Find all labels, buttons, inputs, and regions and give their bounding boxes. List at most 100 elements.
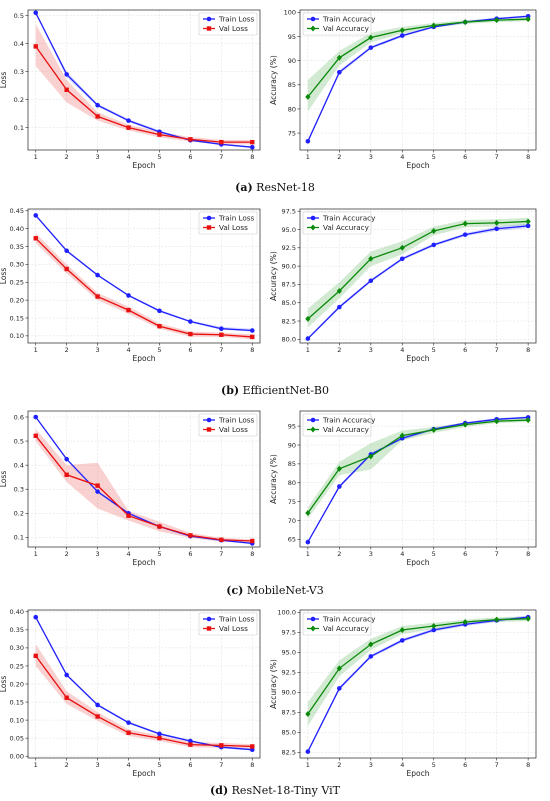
panel-c-loss-legend-0-label: Train Loss	[218, 415, 255, 424]
panel-b-accuracy-ytick-label: 82.5	[282, 317, 296, 325]
panel-a-accuracy-series-1-line	[307, 18, 529, 98]
panel-b-accuracy-xtick-label: 1	[306, 346, 310, 354]
panel-b-loss-xtick-label: 3	[96, 346, 100, 354]
panel-d-loss-series-1-point	[250, 744, 255, 749]
panel-a-loss-series-0-point	[33, 10, 39, 16]
panel-b-loss-series-0-point	[33, 213, 39, 218]
panel-b-loss-legend-1-marker	[206, 225, 212, 230]
panel-c-loss-ytick-label: 0.3	[14, 486, 24, 494]
panel-a-accuracy-xtick-label: 2	[337, 153, 341, 161]
panel-a-loss-series-1-point	[157, 132, 162, 137]
panel-b-accuracy: 1 2 3 4 5 6 7 8 80.0 82.5 85.0 87.5 90.0 92.5 95.0 97.5…	[269, 207, 537, 363]
panel-b-accuracy-frame	[299, 208, 537, 344]
panel-a-accuracy-series-1-point	[525, 16, 531, 23]
panel-a-loss-frame	[27, 9, 261, 151]
panel-a-accuracy-ytick-label: 100	[284, 9, 296, 17]
panel-a-accuracy-legend-1-label: Val Accuracy	[323, 24, 370, 33]
panel-b-accuracy-legend-box	[302, 211, 372, 235]
panel-d-loss-xtick-label: 2	[65, 761, 69, 769]
panel-d-accuracy-ylabel: Accuracy (%)	[269, 659, 278, 709]
caption-a: (a) ResNet-18	[235, 181, 315, 194]
panel-c-loss-ylabel: Loss	[0, 471, 8, 488]
panel-d-loss-legend-1-label: Val Loss	[219, 624, 248, 633]
panel-d-accuracy-legend-0-label: Train Accuracy	[322, 614, 376, 623]
panel-b-accuracy-ytick-label: 92.5	[282, 244, 296, 252]
panel-c-accuracy-legend-0-marker	[310, 417, 316, 423]
panel-a-accuracy-series-0-point	[368, 45, 374, 50]
panel-d-loss-legend-0-label: Train Loss	[218, 614, 255, 623]
panel-d-accuracy-series-0-line	[307, 616, 529, 752]
panel-d-accuracy-series-0-band	[307, 615, 529, 753]
panel-c-accuracy-series-1-point	[525, 417, 531, 424]
panel-b-accuracy-ytick-label: 87.5	[282, 281, 296, 289]
panel-a-loss-ytick-label: 0.4	[14, 40, 24, 48]
panel-b-loss-xtick-label: 6	[188, 346, 192, 354]
panel-c-loss-series-0-point	[33, 414, 39, 420]
panel-a-accuracy-xtick-label: 8	[526, 153, 530, 161]
panel-c-accuracy-series-1-point	[431, 426, 437, 433]
panel-a-loss-series-0-line	[35, 12, 253, 148]
panel-a-loss-xtick-label: 3	[96, 153, 100, 161]
panel-a-accuracy-legend-1-marker	[310, 25, 316, 32]
panel-b-accuracy-series-1-line	[307, 220, 529, 320]
panel-b-loss-series-1-point	[219, 332, 224, 337]
panel-b-accuracy-xtick-label: 8	[526, 346, 530, 354]
panel-d-loss-series-0-point	[188, 738, 193, 744]
panel-a-accuracy-ytick-label: 85	[288, 81, 296, 89]
panel-d-accuracy-xtick-label: 2	[337, 761, 341, 769]
panel-c-loss-xlabel: Epoch	[133, 558, 156, 567]
panel-d-accuracy-series-1-point	[305, 711, 311, 717]
panel-a-loss-xtick-label: 5	[157, 153, 161, 161]
panel-c-accuracy-series-1-point	[462, 421, 468, 428]
panel-c-loss-series-1-point	[188, 533, 193, 538]
panel-d-accuracy-series-1-point	[494, 616, 500, 623]
panel-d-loss-xlabel: Epoch	[133, 769, 156, 778]
panel-b-accuracy-series-0-point	[494, 226, 499, 232]
panel-c-accuracy-ytick-label: 85	[288, 460, 296, 468]
panel-d-loss-ytick-label: 0.10	[10, 716, 24, 724]
panel-d-accuracy-ytick-label: 82.5	[282, 749, 296, 757]
caption-c-letter: (c)	[226, 584, 243, 597]
panel-b-loss-series-1-point	[33, 236, 38, 241]
panel-d-accuracy-legend-box	[302, 612, 372, 636]
panel-a-loss-series-1-band	[35, 24, 253, 145]
panel-c-accuracy-ytick-label: 90	[288, 441, 296, 449]
panel-d-loss-xtick-label: 1	[34, 761, 38, 769]
panel-a-loss-series-0-point	[126, 118, 131, 123]
panel-b-loss-xlabel: Epoch	[133, 354, 156, 363]
panel-d-loss-series-0-point	[157, 731, 162, 737]
panel-c-accuracy-series-1-line	[307, 419, 529, 514]
panel-b-accuracy-xtick-label: 7	[495, 346, 499, 354]
panel-c-loss-xtick-label: 5	[157, 550, 161, 558]
panel-a-accuracy-series-0-point	[399, 33, 405, 38]
panel-c-loss-series-1-point	[250, 538, 255, 544]
panel-d-loss-ytick-label: 0.05	[10, 734, 24, 742]
panel-c-accuracy-series-1-point	[368, 453, 374, 460]
panel-b-accuracy-series-0-point	[399, 256, 405, 262]
panel-d-accuracy-xtick-label: 3	[369, 761, 373, 769]
panel-b-accuracy-ytick-label: 95.0	[282, 226, 296, 234]
panel-d-loss-xtick-label: 7	[219, 761, 223, 769]
panel-c-loss-series-1-band	[35, 429, 253, 543]
panel-c-loss-legend-0-marker	[206, 417, 212, 423]
panel-c-accuracy-legend-0-label: Train Accuracy	[322, 415, 376, 424]
panel-a-loss-ytick-label: 0.3	[14, 68, 24, 76]
panel-c-loss-series-1-point	[157, 524, 162, 529]
panel-c-accuracy-ylabel: Accuracy (%)	[269, 454, 278, 504]
panel-b-accuracy-xtick-label: 5	[432, 346, 436, 354]
panel-a-accuracy-xtick-label: 5	[432, 153, 436, 161]
panel-d-loss-xtick-label: 6	[188, 761, 192, 769]
panel-c-accuracy-xtick-label: 4	[400, 550, 404, 558]
panel-c-loss-series-1-line	[35, 435, 253, 542]
panel-b-accuracy-series-1-point	[462, 220, 468, 227]
panel-b-loss-series-0-point	[126, 293, 131, 298]
panel-b-loss-xtick-label: 1	[34, 346, 38, 354]
panel-c-loss-ytick-label: 0.2	[14, 510, 24, 518]
panel-d-loss-ytick-label: 0.35	[10, 626, 24, 634]
panel-d-loss-series-1-point	[188, 742, 193, 747]
panel-a-accuracy-series-1-point	[305, 93, 311, 100]
caption-a-letter: (a)	[235, 181, 253, 194]
panel-b-accuracy-series-0-point	[305, 336, 311, 341]
panel-b-accuracy-xtick-label: 3	[369, 346, 373, 354]
